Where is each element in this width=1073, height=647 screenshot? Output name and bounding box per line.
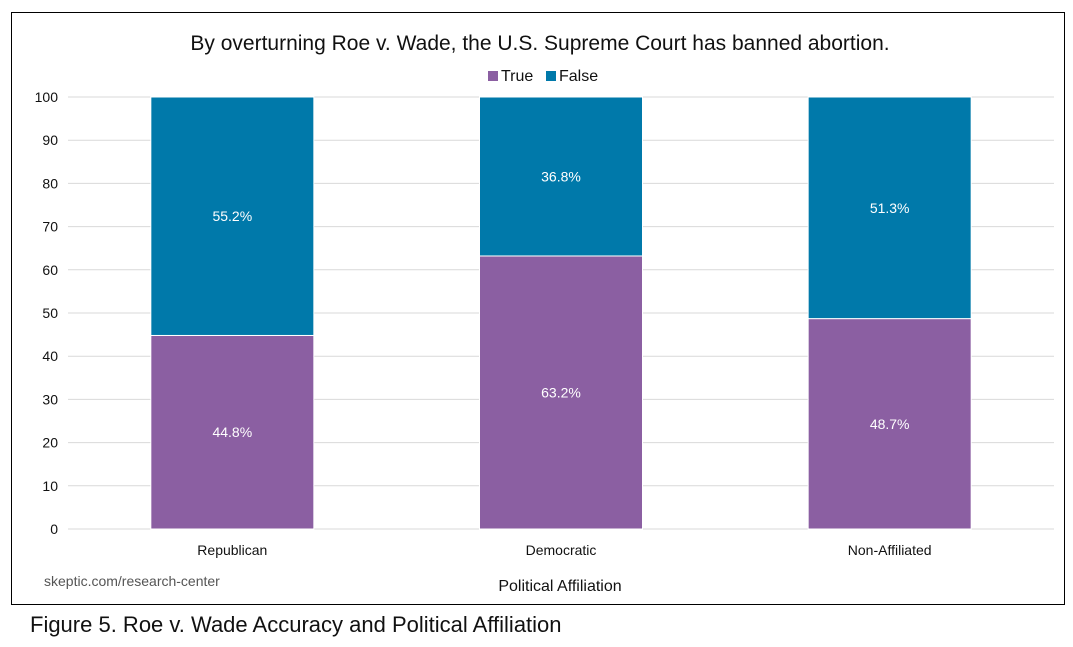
- bar-true-republican: [150, 334, 315, 530]
- y-tick-label: 50: [42, 305, 58, 321]
- chart: By overturning Roe v. Wade, the U.S. Sup…: [35, 32, 1054, 595]
- bar-false-democratic: [479, 96, 643, 257]
- data-label: 51.3%: [870, 200, 910, 216]
- y-tick-label: 80: [42, 175, 58, 191]
- bar-false-republican: [150, 96, 315, 336]
- bars: 44.8% 55.2% 63.2% 36.8% 48.7% 51.3%: [150, 96, 972, 530]
- x-tick-label: Non-Affiliated: [848, 542, 932, 558]
- bar-true-democratic: [479, 255, 643, 530]
- bar-true-non-affiliated: [807, 318, 972, 530]
- legend-label-true: True: [501, 68, 533, 85]
- x-tick-label: Democratic: [526, 542, 597, 558]
- y-tick-label: 60: [42, 262, 58, 278]
- chart-title: By overturning Roe v. Wade, the U.S. Sup…: [190, 32, 889, 55]
- y-tick-label: 20: [42, 435, 58, 451]
- y-tick-label: 40: [42, 348, 58, 364]
- bar-false-non-affiliated: [807, 96, 972, 320]
- y-tick-label: 100: [35, 89, 59, 105]
- x-axis-label: Political Affiliation: [498, 578, 621, 595]
- legend-swatch-false: [546, 71, 556, 81]
- data-label: 55.2%: [212, 208, 252, 224]
- legend: True False: [488, 68, 598, 85]
- data-label: 36.8%: [541, 168, 581, 184]
- y-tick-label: 10: [42, 478, 58, 494]
- data-label: 44.8%: [212, 424, 252, 440]
- chart-frame: By overturning Roe v. Wade, the U.S. Sup…: [11, 12, 1065, 605]
- y-tick-label: 0: [50, 521, 58, 537]
- y-tick-label: 90: [42, 132, 58, 148]
- y-axis: 0 10 20 30 40 50 60 70 80 90 100: [35, 89, 59, 537]
- y-tick-label: 30: [42, 391, 58, 407]
- figure-caption: Figure 5. Roe v. Wade Accuracy and Polit…: [30, 612, 562, 637]
- legend-swatch-true: [488, 71, 498, 81]
- source-text: skeptic.com/research-center: [44, 573, 220, 589]
- x-axis: Republican Democratic Non-Affiliated: [197, 542, 931, 558]
- x-tick-label: Republican: [197, 542, 267, 558]
- data-label: 63.2%: [541, 384, 581, 400]
- y-tick-label: 70: [42, 219, 58, 235]
- data-label: 48.7%: [870, 416, 910, 432]
- legend-label-false: False: [559, 68, 598, 85]
